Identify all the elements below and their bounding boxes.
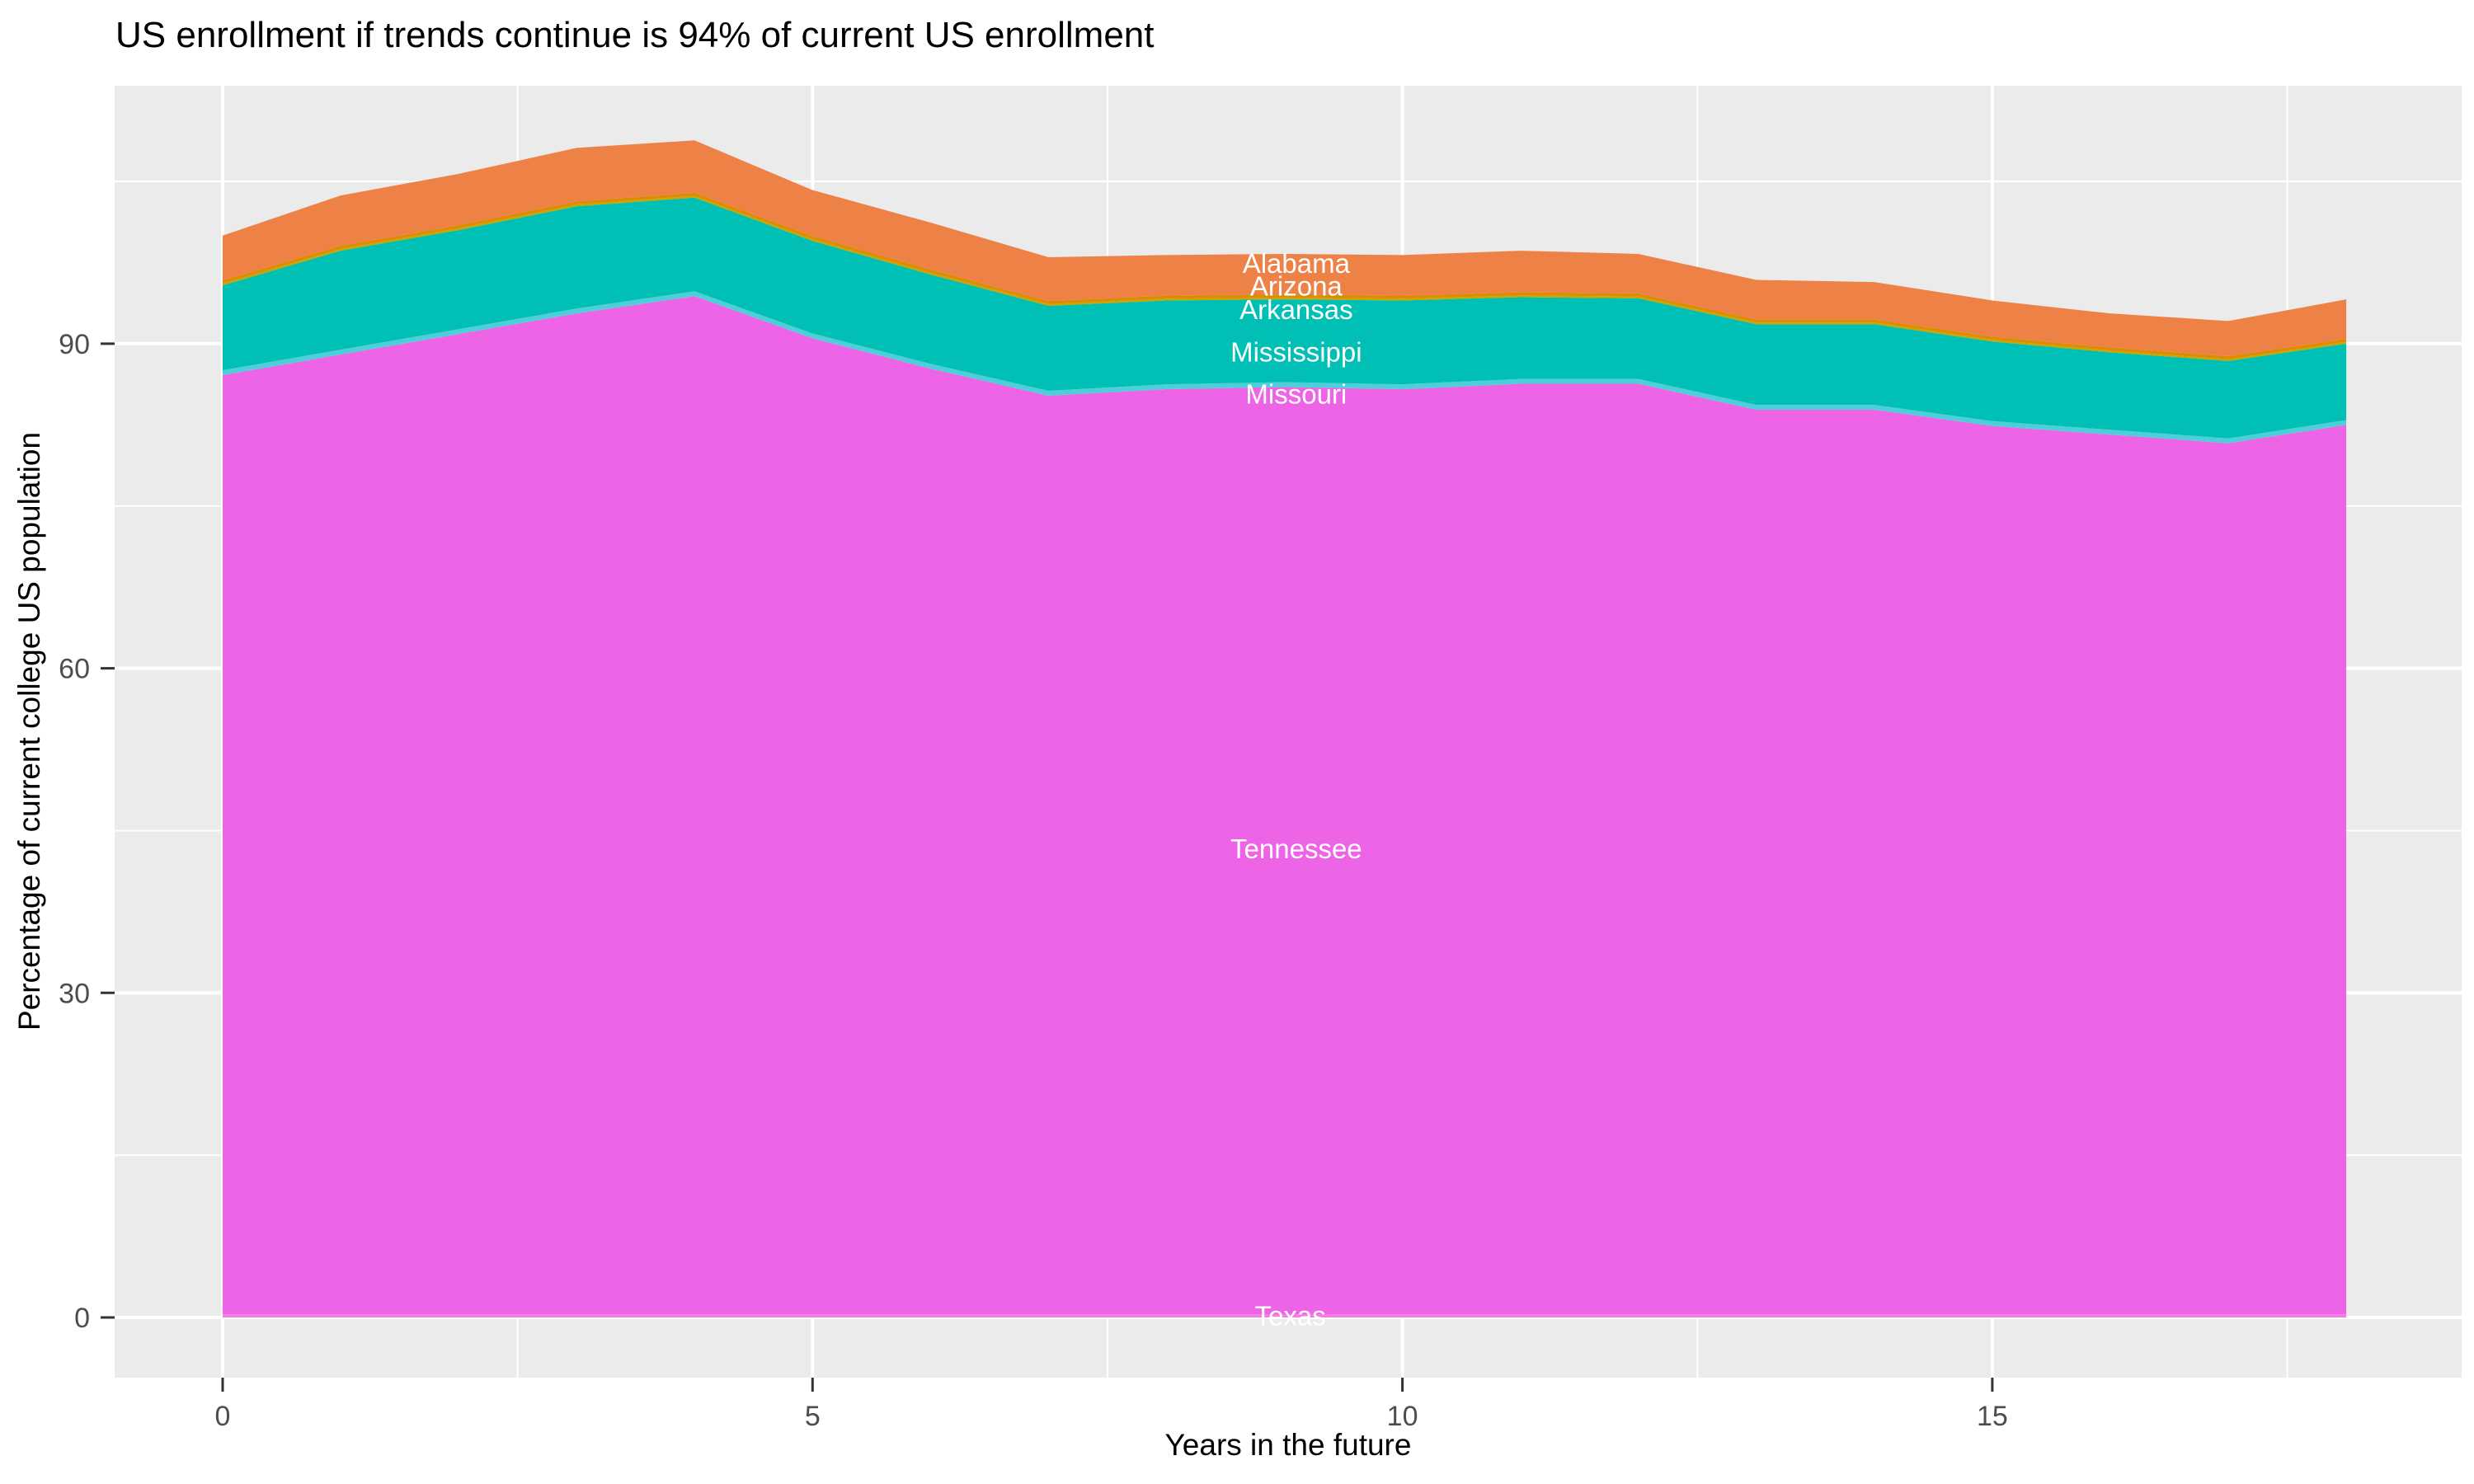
area-texas: [223, 1314, 2347, 1317]
x-tick-label-15: 15: [1977, 1401, 2008, 1432]
y-axis-title: Percentage of current college US populat…: [12, 431, 46, 1031]
x-tick-label-5: 5: [805, 1401, 821, 1432]
state-label-missouri: Missouri: [1245, 379, 1347, 410]
state-label-mississippi: Mississippi: [1230, 336, 1362, 367]
chart-title: US enrollment if trends continue is 94% …: [115, 15, 1155, 55]
x-axis-title: Years in the future: [1164, 1428, 1412, 1462]
state-label-arizona: Arizona: [1250, 270, 1343, 301]
x-tick-label-0: 0: [215, 1401, 231, 1432]
y-tick-label-60: 60: [59, 654, 90, 685]
state-label-arkansas: Arkansas: [1239, 294, 1353, 325]
x-tick-label-10: 10: [1387, 1401, 1418, 1432]
y-tick-label-0: 0: [74, 1303, 90, 1334]
area-mississippi: [223, 197, 2347, 439]
y-tick-label-30: 30: [59, 978, 90, 1009]
area-alabama: [223, 140, 2347, 357]
area-tennessee: [223, 296, 2347, 1315]
area-missouri: [223, 291, 2347, 444]
state-label-texas: Texas: [1255, 1301, 1326, 1331]
state-label-alabama: Alabama: [1243, 248, 1351, 279]
y-tick-label-90: 90: [59, 329, 90, 360]
state-label-tennessee: Tennessee: [1230, 834, 1362, 864]
